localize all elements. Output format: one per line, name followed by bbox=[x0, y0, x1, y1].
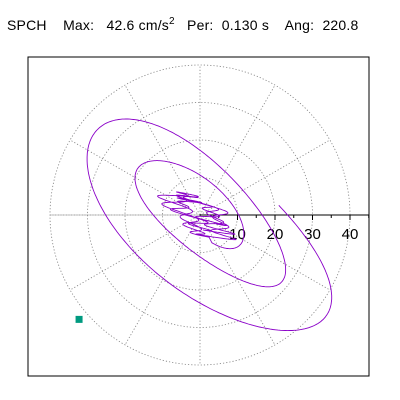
polar-grid bbox=[49, 64, 351, 366]
grid-spoke bbox=[199, 139, 331, 216]
axis-tick-label: 30 bbox=[304, 226, 321, 243]
angle-label: Ang: bbox=[284, 17, 315, 33]
station-code: SPCH bbox=[7, 17, 47, 33]
period-label: Per: bbox=[187, 17, 214, 33]
max-unit-exponent: 2 bbox=[169, 16, 175, 27]
grid-spoke bbox=[124, 84, 201, 216]
period-value: 0.130 s bbox=[221, 17, 270, 33]
trace-path bbox=[86, 118, 333, 332]
max-value: 42.6 bbox=[106, 17, 135, 33]
max-unit: cm/s bbox=[138, 17, 169, 33]
axis-tick-label: 40 bbox=[342, 226, 359, 243]
axis-tick-label: 20 bbox=[267, 226, 284, 243]
peak-end-marker bbox=[75, 315, 83, 323]
grid-spoke bbox=[199, 214, 276, 346]
grid-spoke bbox=[199, 84, 276, 216]
grid-spoke bbox=[69, 214, 201, 291]
grid-spoke bbox=[69, 139, 201, 216]
angle-value: 220.8 bbox=[322, 17, 359, 33]
max-label: Max: bbox=[63, 17, 95, 33]
radial-axis: 10 20 30 40 bbox=[200, 214, 370, 243]
end-marker bbox=[75, 315, 83, 323]
grid-spoke bbox=[199, 214, 331, 291]
grid-spoke bbox=[124, 214, 201, 346]
plot-header: SPCH Max: 42.6 cm/s2 Per: 0.130 s Ang: 2… bbox=[7, 16, 358, 33]
particle-trace bbox=[86, 118, 333, 332]
